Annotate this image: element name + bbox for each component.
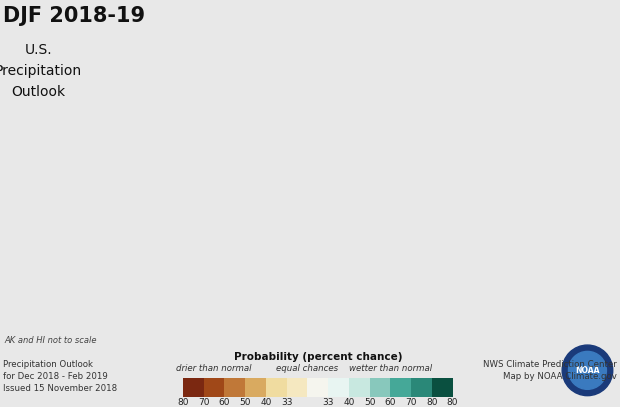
Text: 33: 33	[322, 398, 334, 407]
Bar	[245, 378, 266, 397]
Text: 80: 80	[426, 398, 438, 407]
Text: 40: 40	[343, 398, 355, 407]
Text: AK and HI not to scale: AK and HI not to scale	[4, 336, 97, 345]
Text: U.S.: U.S.	[25, 43, 52, 57]
Text: NWS Climate Prediction Center
Map by NOAA Climate.gov: NWS Climate Prediction Center Map by NOA…	[483, 360, 617, 381]
Bar	[183, 378, 203, 397]
Bar	[308, 378, 328, 397]
Text: Outlook: Outlook	[11, 85, 66, 99]
Bar	[391, 378, 411, 397]
Text: DJF 2018-19: DJF 2018-19	[3, 6, 145, 26]
Text: 70: 70	[198, 398, 210, 407]
Circle shape	[562, 345, 613, 396]
Text: 50: 50	[364, 398, 375, 407]
Text: 50: 50	[239, 398, 251, 407]
Text: equal chances: equal chances	[277, 364, 339, 373]
Bar	[328, 378, 349, 397]
Bar	[286, 378, 308, 397]
Text: 70: 70	[405, 398, 417, 407]
Text: 60: 60	[384, 398, 396, 407]
Bar	[203, 378, 224, 397]
Text: Precipitation Outlook
for Dec 2018 - Feb 2019
Issued 15 November 2018: Precipitation Outlook for Dec 2018 - Feb…	[3, 360, 117, 393]
Text: 33: 33	[281, 398, 293, 407]
Text: wetter than normal: wetter than normal	[349, 364, 432, 373]
Text: Probability (percent chance): Probability (percent chance)	[234, 352, 402, 362]
Bar	[432, 378, 453, 397]
Text: 80: 80	[177, 398, 188, 407]
Text: 40: 40	[260, 398, 272, 407]
Bar	[370, 378, 391, 397]
Text: 80: 80	[447, 398, 458, 407]
Text: Precipitation: Precipitation	[0, 64, 82, 78]
Text: NOAA: NOAA	[575, 366, 600, 375]
Bar	[349, 378, 370, 397]
Bar	[411, 378, 432, 397]
Text: 60: 60	[219, 398, 230, 407]
Text: drier than normal: drier than normal	[176, 364, 252, 373]
Bar	[266, 378, 286, 397]
Bar	[224, 378, 245, 397]
Circle shape	[569, 351, 606, 389]
